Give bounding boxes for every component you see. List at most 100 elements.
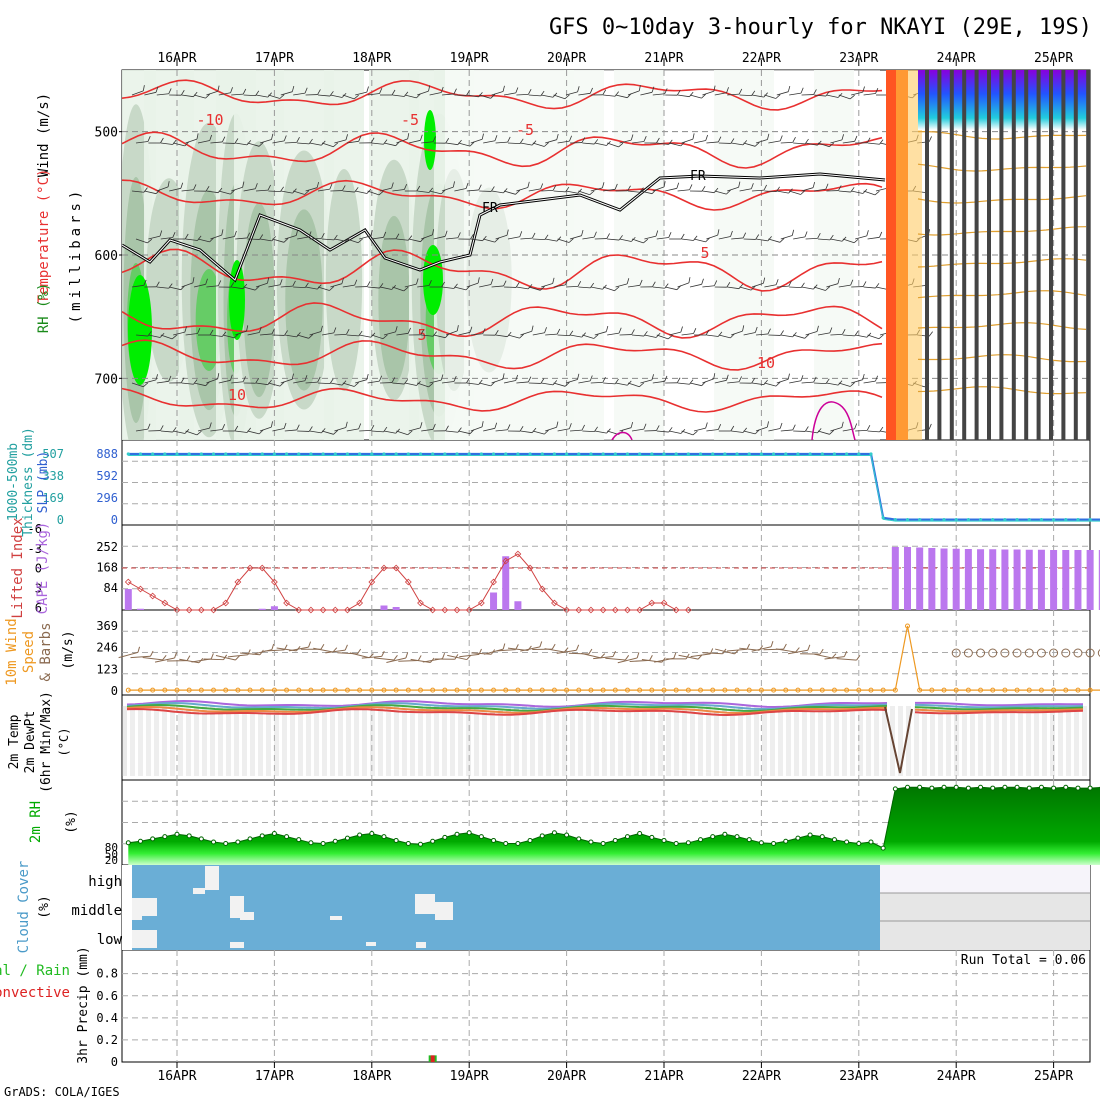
upper-wind-barb <box>714 87 729 96</box>
lifted-point <box>283 599 290 607</box>
slp-point <box>552 452 557 456</box>
upper-wind-barb <box>321 430 339 435</box>
wind-speed-point <box>284 687 290 693</box>
ylabel-rh: RH (%) <box>36 283 52 334</box>
ylabel-6hr-minmax: (6hr Min/Max) <box>39 691 54 793</box>
surface-wind-barb <box>787 644 811 655</box>
slp-point <box>869 452 873 456</box>
upper-wind-barb <box>247 326 262 336</box>
upper-wind-barb <box>243 183 258 192</box>
surface-wind-barb <box>593 650 616 660</box>
slp-point <box>930 518 934 522</box>
upper-wind-barb <box>293 190 310 195</box>
wind-speed-point <box>795 687 801 693</box>
upper-wind-barb <box>503 374 519 384</box>
wind-speed-point <box>978 687 984 693</box>
temperature-label: -10 <box>196 111 223 129</box>
cloud-level-high: high <box>88 874 122 890</box>
slp-point <box>1015 518 1019 522</box>
upper-wind-barb <box>830 134 844 144</box>
calm-wind-circle <box>1000 648 1010 658</box>
upper-wind-barb <box>305 284 322 290</box>
upper-wind-barb <box>706 331 723 337</box>
upper-wind-barb <box>615 278 630 288</box>
wind-speed-point <box>929 687 935 693</box>
wind10m-panel: 369 246 123 0 <box>96 610 1100 698</box>
upper-wind-barb <box>855 230 869 240</box>
lifted-point <box>222 599 230 607</box>
rh2m-point <box>746 837 752 843</box>
lifted-point <box>331 606 339 614</box>
rh2m-point <box>1026 785 1032 791</box>
upper-wind-barb <box>826 380 843 386</box>
barb-column <box>937 70 942 440</box>
pressure-tick-600: 600 <box>95 249 118 264</box>
rh-shade-green <box>195 269 223 371</box>
upper-wind-barb <box>259 328 275 336</box>
upper-wind-barb <box>652 375 668 384</box>
cape-bar <box>270 606 278 610</box>
slp-point <box>224 452 228 456</box>
cloud-gap <box>240 912 254 920</box>
lifted-point <box>502 557 510 565</box>
upper-wind-barb <box>466 277 480 288</box>
upper-wind-barb <box>470 328 486 336</box>
upper-wind-barb <box>578 375 593 384</box>
wind-speed-point <box>892 687 898 693</box>
slp-point <box>613 452 617 456</box>
lifted-point <box>344 606 351 614</box>
upper-wind-barb <box>330 380 347 386</box>
cape-tick-0: 252 <box>96 540 118 554</box>
wind-speed-point <box>539 687 545 693</box>
rh2m-point <box>856 841 862 847</box>
wind-speed-point <box>649 687 655 693</box>
upper-wind-barb <box>545 236 562 242</box>
ylabel-barbs: & Barbs <box>38 622 54 681</box>
upper-wind-barb <box>185 328 201 336</box>
lifted-point <box>392 564 400 572</box>
upper-wind-barb <box>751 92 768 98</box>
upper-wind-barb <box>383 233 400 240</box>
cloud-gap <box>132 930 157 948</box>
upper-wind-barb <box>222 230 237 240</box>
upper-wind-barb <box>268 94 285 99</box>
upper-wind-barb <box>656 232 672 240</box>
calm-wind-circle <box>988 648 998 658</box>
upper-wind-barb <box>355 86 369 96</box>
upper-wind-barb <box>714 282 731 288</box>
wind-speed-point <box>844 687 850 693</box>
upper-wind-barb <box>272 422 287 432</box>
rh2m-point <box>588 839 594 845</box>
upper-wind-barb <box>445 325 459 336</box>
slp-point <box>491 452 496 456</box>
upper-wind-barb <box>830 329 846 336</box>
precip-tick-0.4: 0.4 <box>96 1011 118 1025</box>
upper-wind-barb <box>491 188 508 194</box>
upper-wind-barb <box>355 373 369 384</box>
upper-wind-barb <box>359 137 375 144</box>
upper-wind-barb <box>590 182 605 192</box>
rh-tick-80: 80 <box>105 841 118 854</box>
upper-wind-barb <box>805 428 822 434</box>
top-date-18apr: 18APR <box>352 51 391 66</box>
upper-wind-barb <box>755 133 770 144</box>
surface-wind-barb <box>727 643 751 652</box>
rh2m-point <box>758 840 764 846</box>
rh2m-area <box>128 787 1100 865</box>
upper-wind-barb <box>652 88 668 96</box>
wind-speed-point <box>746 687 752 693</box>
slp-point <box>991 518 995 522</box>
upper-wind-barb <box>793 231 808 240</box>
slp-point <box>1076 518 1080 522</box>
upper-wind-barb <box>603 91 619 97</box>
wind-speed-point <box>1063 687 1069 693</box>
lifted-point <box>404 578 412 586</box>
upper-wind-barb <box>764 94 781 99</box>
upper-wind-barb <box>751 379 768 386</box>
rh2m-point <box>649 834 655 840</box>
upper-wind-barb <box>706 136 722 144</box>
lifted-point <box>465 606 473 614</box>
upper-wind-barb <box>838 94 855 100</box>
pressure-tick-700: 700 <box>95 372 118 387</box>
cape-bar <box>952 548 960 610</box>
